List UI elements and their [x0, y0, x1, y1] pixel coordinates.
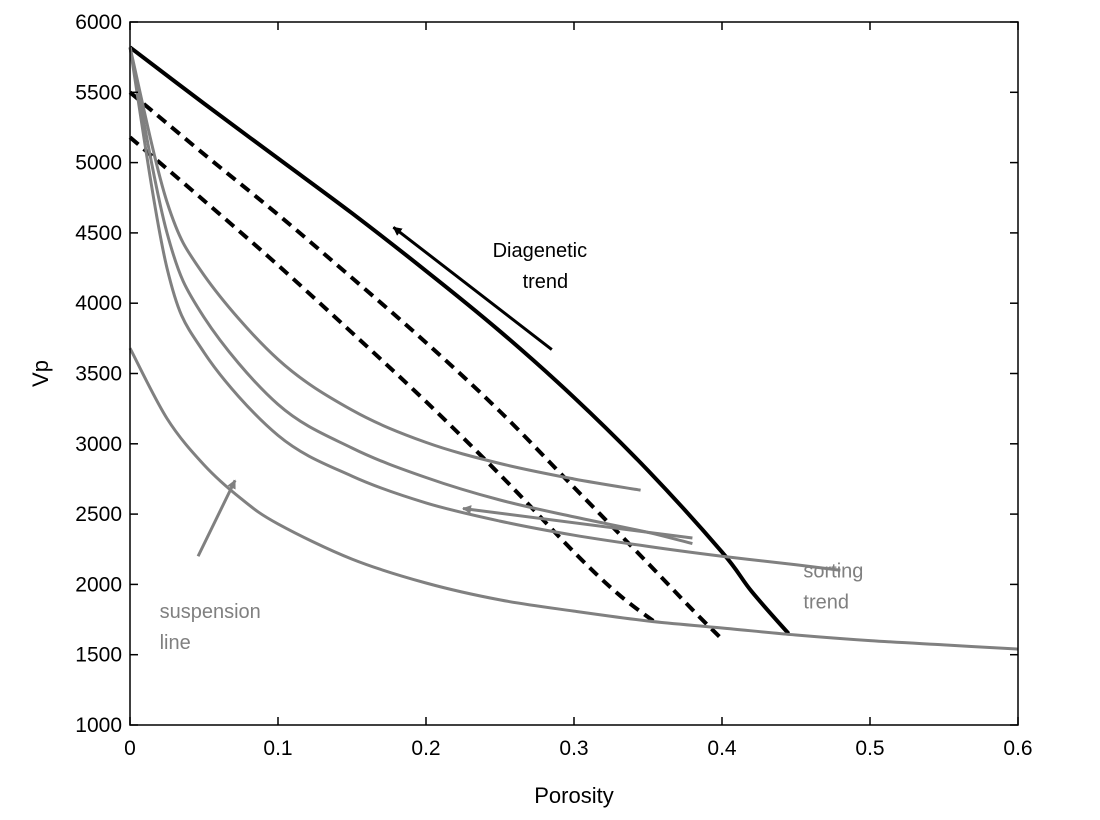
series-line-4 — [128, 46, 641, 492]
y-axis-label: Vp — [28, 360, 53, 387]
suspension-arrow — [196, 479, 237, 557]
y-tick-label: 4500 — [75, 222, 122, 245]
suspension-annotation-line: line — [160, 632, 191, 654]
y-tick-label: 1500 — [75, 644, 122, 667]
arrow-layer — [196, 226, 693, 557]
diagenetic-arrow — [392, 226, 553, 351]
diagenetic-annotation: Diagenetic trend — [493, 240, 588, 293]
y-tick-label: 2000 — [75, 573, 122, 596]
series-line-5 — [128, 47, 693, 546]
diagenetic-annotation-line: trend — [523, 271, 569, 293]
x-tick-label: 0.3 — [559, 737, 588, 760]
tick-layer: 0 0.1 0.2 0.3 0.4 0.5 0.6 1000 1500 2000 2500 3000 3… — [75, 11, 1032, 760]
y-tick-label: 4000 — [75, 292, 122, 315]
x-axis-label: Porosity — [534, 783, 613, 808]
series-line-1 — [128, 45, 791, 635]
y-tick-label: 5000 — [75, 152, 122, 175]
y-tick-label: 3500 — [75, 363, 122, 386]
sorting-annotation-line: sorting — [803, 560, 863, 582]
series-line-6 — [128, 47, 841, 572]
series-line-2 — [128, 90, 724, 641]
x-tick-label: 0.6 — [1003, 737, 1032, 760]
y-tick-label: 3000 — [75, 433, 122, 456]
sorting-arrow — [462, 505, 693, 540]
y-tick-label: 1000 — [75, 714, 122, 737]
series-layer — [128, 45, 1019, 651]
series-line-3 — [128, 135, 657, 624]
suspension-annotation-line: suspension — [160, 601, 261, 623]
annotation-layer: Diagenetic trend sorting trend suspension lin… — [160, 240, 864, 654]
diagenetic-annotation-line: Diagenetic — [493, 240, 588, 262]
plot-frame — [129, 21, 1019, 726]
sorting-annotation-line: trend — [803, 591, 849, 613]
sorting-annotation: sorting trend — [803, 560, 863, 613]
x-tick-label: 0.4 — [707, 737, 737, 760]
y-tick-label: 6000 — [75, 11, 122, 34]
x-tick-label: 0.1 — [263, 737, 292, 760]
suspension-annotation: suspension line — [160, 601, 261, 654]
x-tick-label: 0.2 — [411, 737, 440, 760]
y-tick-label: 5500 — [75, 81, 122, 104]
series-line-7 — [128, 347, 1019, 651]
x-tick-label: 0.5 — [855, 737, 884, 760]
y-tick-label: 2500 — [75, 503, 122, 526]
x-tick-label: 0 — [124, 737, 136, 760]
